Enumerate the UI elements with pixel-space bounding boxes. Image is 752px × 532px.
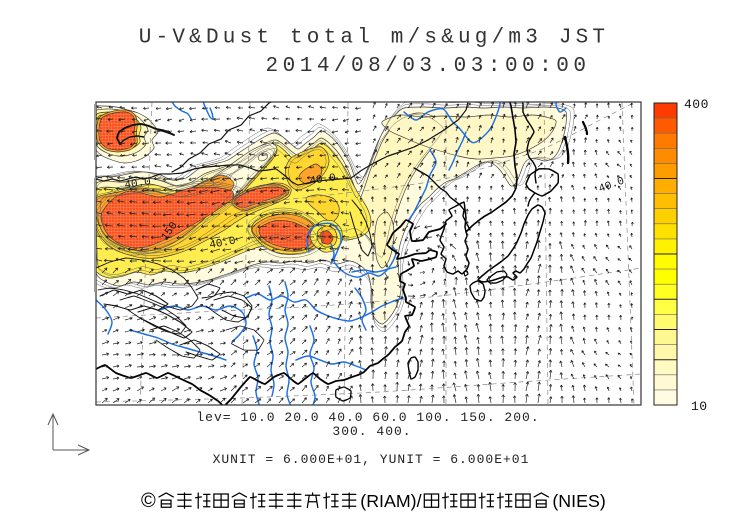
svg-text:40.0: 40.0 bbox=[124, 176, 152, 192]
svg-text:300. 400.: 300. 400. bbox=[332, 424, 411, 439]
svg-text:400: 400 bbox=[684, 97, 709, 112]
svg-text:(RIAM)/: (RIAM)/ bbox=[360, 491, 421, 511]
svg-text:40.0: 40.0 bbox=[209, 236, 237, 252]
svg-text:40.0: 40.0 bbox=[309, 172, 337, 188]
svg-text:(NIES): (NIES) bbox=[552, 491, 605, 511]
svg-text:lev= 10.0 20.0 40.0 60.0 100.: lev= 10.0 20.0 40.0 60.0 100. 150. 200. bbox=[196, 410, 539, 425]
svg-text:XUNIT = 6.000E+01, YUNIT = 6.0: XUNIT = 6.000E+01, YUNIT = 6.000E+01 bbox=[213, 452, 530, 467]
svg-text:2014/08/03.03:00:00: 2014/08/03.03:00:00 bbox=[266, 55, 591, 78]
svg-text:U-V&Dust total m/s&ug/m3 JST: U-V&Dust total m/s&ug/m3 JST bbox=[139, 27, 609, 50]
svg-text:10: 10 bbox=[691, 399, 708, 414]
svg-text:©: © bbox=[141, 490, 156, 512]
